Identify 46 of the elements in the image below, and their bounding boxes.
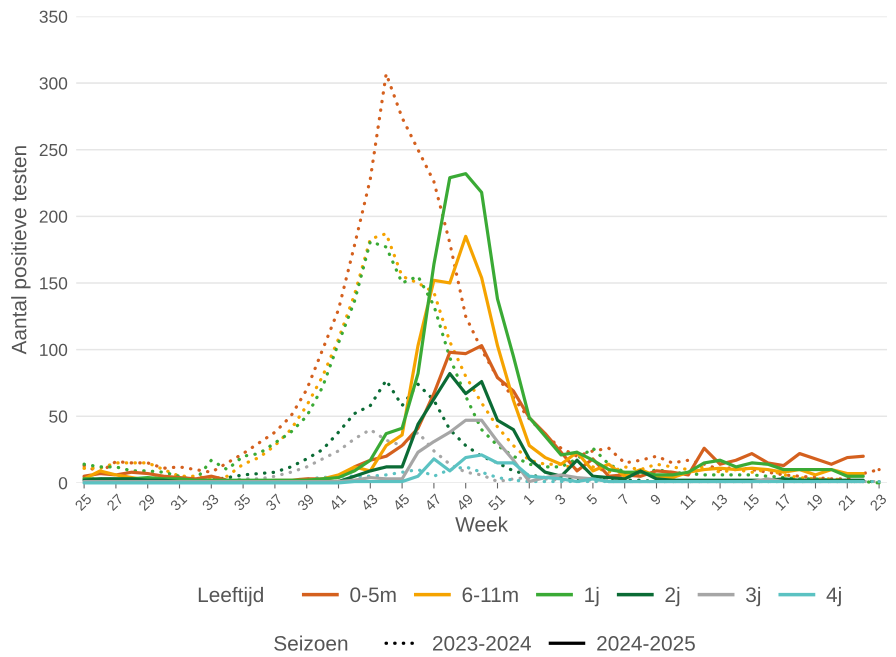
legend-title: Leeftijd (198, 586, 263, 606)
x-tick-label: 9 (650, 493, 662, 506)
x-tick-label: 21 (838, 493, 856, 512)
x-tick-label: 17 (774, 494, 792, 511)
x-tick-label: 27 (106, 493, 124, 512)
text: 2023-2024 (432, 636, 531, 651)
x-axis-title: Week (455, 516, 508, 532)
y-tick-label: 250 (40, 144, 68, 156)
x-tick-label: 13 (710, 493, 728, 511)
x-tick-label: 25 (74, 493, 92, 512)
legend-label: 4j (826, 586, 841, 606)
x-tick-label: 33 (201, 493, 220, 512)
text: 2024-2025 (597, 636, 695, 651)
y-tick-label: 150 (40, 277, 68, 290)
x-tick-label: 39 (296, 493, 315, 512)
x-tick-label: 41 (328, 494, 346, 512)
x-tick-label: 19 (806, 493, 824, 511)
x-tick-label: 29 (138, 493, 156, 512)
legend-label: 3j (746, 586, 760, 606)
y-axis-title: Aantal positieve testen (11, 146, 31, 354)
x-tick-label: 31 (170, 493, 188, 512)
legend-label: 2j (665, 586, 680, 606)
x-tick-label: 7 (618, 494, 630, 506)
x-tick-label: 45 (392, 493, 410, 512)
x-tick-label: 43 (360, 493, 378, 512)
x-tick-label: 11 (679, 494, 696, 510)
x-tick-label: 49 (456, 493, 474, 512)
legend-label: 6-11m (462, 587, 518, 602)
y-tick-label: 100 (40, 344, 68, 356)
x-tick-label: 51 (488, 494, 506, 512)
x-tick-label: 1 (522, 494, 534, 506)
x-tick-label: 3 (554, 493, 566, 506)
y-tick-label: 300 (40, 77, 68, 90)
legend-label: 0-5m (350, 587, 396, 602)
x-tick-label: 15 (742, 493, 760, 511)
y-tick-label: 200 (40, 210, 68, 223)
text: Seizoen (274, 635, 348, 651)
x-tick-label: 35 (233, 493, 252, 512)
legend-label: 1j (585, 586, 598, 606)
x-tick-label: 23 (869, 493, 888, 512)
x-tick-label: 47 (424, 494, 442, 512)
x-tick-label: 5 (586, 493, 598, 506)
x-tick-label: 37 (265, 493, 283, 512)
y-tick-label: 350 (40, 10, 68, 23)
y-tick-label: 50 (49, 410, 68, 423)
y-tick-label: 0 (58, 477, 68, 490)
